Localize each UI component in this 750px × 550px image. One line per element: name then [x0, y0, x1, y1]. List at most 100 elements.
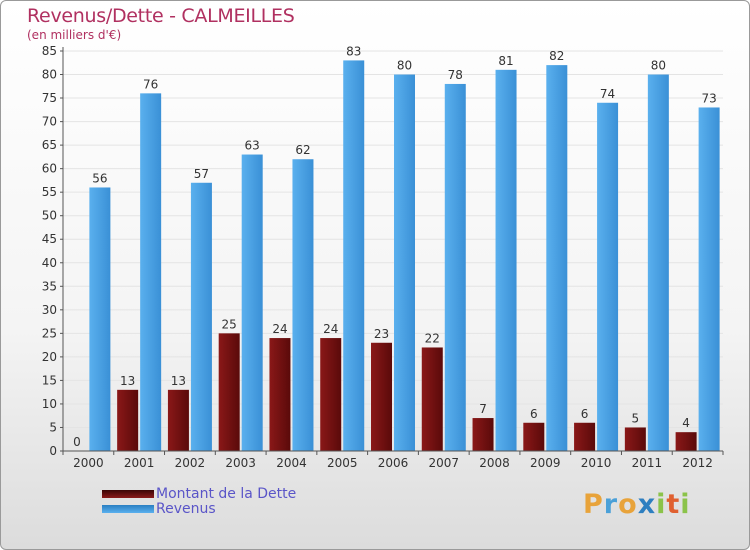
- bar-revenus: [394, 74, 415, 451]
- x-tick-label: 2008: [479, 456, 510, 470]
- y-tick-label: 25: [42, 326, 57, 340]
- bar-dette: [675, 432, 697, 451]
- value-label-revenus: 74: [600, 87, 615, 101]
- legend-item-dette: Montant de la Dette: [102, 486, 297, 502]
- y-tick-label: 40: [42, 256, 57, 270]
- logo-letter: t: [666, 489, 681, 520]
- y-tick-label: 65: [42, 138, 57, 152]
- x-tick-label: 2000: [73, 456, 104, 470]
- bar-dette: [167, 389, 189, 451]
- value-label-dette: 22: [425, 331, 440, 345]
- y-tick-label: 0: [49, 444, 57, 458]
- value-labels: 0 56 13 76 13 57 25 63 24 62 24 83 23 80 22 78 7 81 6 82 6 74…: [73, 44, 717, 449]
- y-tick-label: 10: [42, 397, 57, 411]
- bar-dette: [269, 338, 291, 451]
- x-tick-label: 2011: [632, 456, 663, 470]
- y-tick-label: 30: [42, 303, 57, 317]
- y-tick-label: 60: [42, 162, 57, 176]
- x-tick-label: 2001: [124, 456, 155, 470]
- value-label-dette: 13: [171, 374, 186, 388]
- logo-letter: x: [637, 489, 657, 520]
- legend-item-revenus: Revenus: [102, 501, 216, 517]
- bar-revenus: [698, 107, 720, 452]
- bar-revenus: [89, 187, 111, 451]
- logo-letter: P: [583, 489, 604, 520]
- y-tick-label: 45: [42, 232, 57, 246]
- bar-revenus: [140, 93, 162, 452]
- bars: [89, 60, 720, 452]
- x-tick-label: 2010: [581, 456, 612, 470]
- bar-dette: [320, 338, 342, 451]
- x-tick-label: 2003: [225, 456, 256, 470]
- value-label-revenus: 57: [194, 167, 209, 181]
- logo-letter: i: [656, 489, 667, 520]
- y-tick-label: 70: [42, 115, 57, 129]
- value-label-dette: 0: [73, 435, 81, 449]
- bar-revenus: [292, 159, 314, 451]
- x-tick-label: 2004: [276, 456, 307, 470]
- bar-dette: [218, 333, 240, 451]
- legend-swatch-dette: [102, 490, 154, 498]
- x-tick-label: 2005: [327, 456, 358, 470]
- value-label-revenus: 80: [397, 59, 412, 73]
- x-tick-label: 2012: [682, 456, 713, 470]
- logo-letter: i: [680, 489, 691, 520]
- bar-dette: [371, 342, 392, 451]
- proxiti-logo: Proxiti: [583, 489, 691, 520]
- bar-revenus: [190, 182, 212, 451]
- value-label-dette: 7: [479, 402, 487, 416]
- grid-lines: [63, 50, 723, 452]
- value-label-revenus: 73: [701, 91, 716, 105]
- chart-title: Revenus/Dette - CALMEILLES: [27, 5, 295, 27]
- bar-dette: [574, 422, 596, 451]
- value-label-dette: 24: [272, 322, 287, 336]
- bar-revenus: [343, 60, 365, 451]
- x-tick-label: 2009: [530, 456, 561, 470]
- y-tick-label: 85: [42, 44, 57, 58]
- y-tick-label: 55: [42, 185, 57, 199]
- value-label-revenus: 83: [346, 44, 361, 58]
- bar-revenus: [647, 74, 669, 451]
- legend-label-dette: Montant de la Dette: [156, 486, 297, 502]
- value-label-dette: 23: [374, 327, 389, 341]
- value-label-revenus: 63: [245, 139, 260, 153]
- x-tick-label: 2006: [378, 456, 409, 470]
- y-tick-label: 15: [42, 373, 57, 387]
- value-label-revenus: 76: [143, 77, 158, 91]
- y-tick-label: 20: [42, 350, 57, 364]
- legend-label-revenus: Revenus: [156, 501, 216, 517]
- value-label-dette: 5: [632, 411, 640, 425]
- bar-dette: [421, 347, 443, 451]
- bar-dette: [523, 422, 545, 451]
- value-label-dette: 6: [581, 407, 589, 421]
- value-label-dette: 25: [222, 317, 237, 331]
- bar-revenus: [597, 102, 619, 451]
- chart-subtitle: (en milliers d'€): [27, 28, 122, 42]
- y-tick-label: 35: [42, 279, 57, 293]
- legend-swatch-revenus: [102, 505, 154, 513]
- logo-letter: o: [618, 489, 638, 520]
- y-tick-label: 5: [49, 420, 57, 434]
- bar-revenus: [495, 69, 517, 451]
- x-tick-label: 2002: [175, 456, 206, 470]
- bar-dette: [624, 427, 646, 451]
- value-label-revenus: 80: [651, 59, 666, 73]
- value-label-dette: 24: [323, 322, 338, 336]
- value-label-revenus: 81: [498, 54, 513, 68]
- logo-letter: r: [603, 489, 619, 520]
- value-label-dette: 4: [682, 416, 690, 430]
- y-tick-label: 80: [42, 68, 57, 82]
- bar-dette: [117, 389, 139, 451]
- value-label-revenus: 78: [448, 68, 463, 82]
- bar-revenus: [546, 65, 568, 451]
- value-label-revenus: 56: [92, 171, 107, 185]
- x-tick-label: 2007: [428, 456, 459, 470]
- value-label-dette: 6: [530, 407, 538, 421]
- value-label-revenus: 82: [549, 49, 564, 63]
- y-tick-label: 50: [42, 209, 57, 223]
- bar-revenus: [241, 154, 263, 451]
- bar-dette: [472, 418, 494, 451]
